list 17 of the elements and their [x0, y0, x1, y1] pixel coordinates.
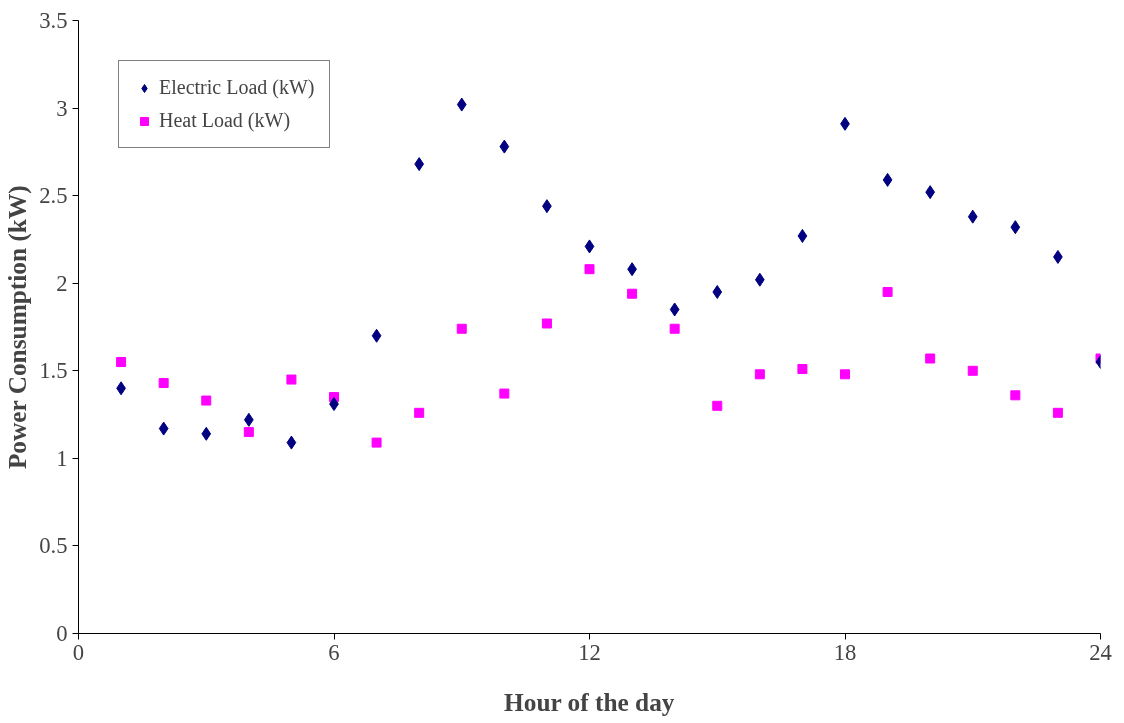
- x-tick-label: 18: [833, 639, 857, 665]
- legend-label: Heat Load (kW): [159, 109, 291, 132]
- y-tick-label: 2: [56, 270, 68, 296]
- x-tick-label: 24: [1089, 639, 1112, 665]
- y-tick-label: 0.5: [39, 533, 68, 559]
- y-tick-label: 1: [56, 445, 68, 471]
- y-axis-title: Power Consumption (kW): [3, 185, 33, 470]
- y-tick-label: 0: [56, 621, 68, 646]
- y-tick-label: 3: [56, 95, 68, 121]
- x-tick-label: 6: [328, 639, 340, 665]
- legend-label: Electric Load (kW): [159, 76, 315, 99]
- y-tick-label: 2.5: [39, 183, 68, 209]
- y-tick-label: 3.5: [39, 8, 68, 33]
- x-axis-title: Hour of the day: [504, 687, 675, 716]
- x-tick-label: 0: [72, 639, 85, 665]
- x-tick-label: 12: [578, 639, 601, 665]
- y-tick-label: 1.5: [39, 358, 68, 384]
